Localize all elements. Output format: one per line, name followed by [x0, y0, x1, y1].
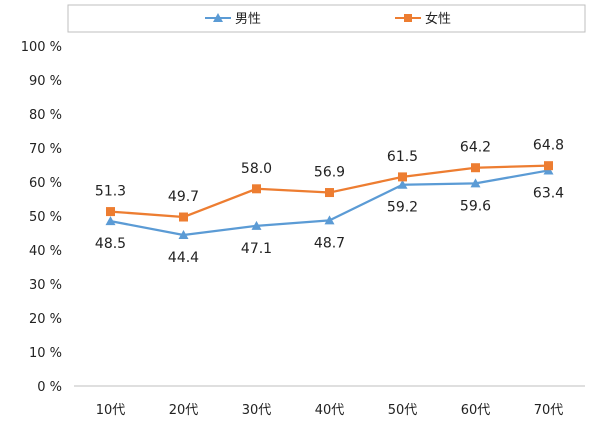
- y-tick-label: 20 %: [29, 312, 62, 327]
- x-tick-label: 40代: [315, 403, 345, 418]
- y-tick-label: 80 %: [29, 108, 62, 123]
- data-label: 48.7: [314, 235, 345, 251]
- x-tick-label: 30代: [242, 403, 272, 418]
- data-point-square: [252, 184, 261, 194]
- data-label: 64.2: [460, 140, 491, 156]
- data-point-square: [471, 163, 480, 173]
- data-point-triangle: [324, 215, 335, 225]
- y-tick-label: 10 %: [29, 346, 62, 361]
- x-tick-label: 20代: [169, 403, 199, 418]
- data-point-triangle: [105, 216, 116, 226]
- legend-triangle-icon: [213, 13, 223, 22]
- legend-square-icon: [404, 14, 412, 22]
- data-point-square: [106, 207, 115, 217]
- data-point-square: [544, 161, 553, 171]
- data-point-square: [325, 188, 334, 198]
- data-label: 58.0: [241, 161, 272, 177]
- x-tick-label: 10代: [96, 403, 126, 418]
- y-tick-label: 60 %: [29, 176, 62, 191]
- data-point-square: [398, 172, 407, 182]
- data-label: 49.7: [168, 189, 199, 205]
- legend-box: [67, 4, 586, 33]
- y-tick-label: 70 %: [29, 142, 62, 157]
- data-label: 48.5: [95, 236, 126, 252]
- x-tick-label: 70代: [534, 403, 564, 418]
- data-label: 59.6: [460, 198, 491, 214]
- y-tick-label: 0 %: [37, 380, 62, 395]
- y-tick-label: 50 %: [29, 210, 62, 225]
- data-label: 63.4: [533, 185, 564, 201]
- y-tick-label: 90 %: [29, 74, 62, 89]
- legend-label-1: 女性: [425, 11, 451, 27]
- y-tick-label: 40 %: [29, 244, 62, 259]
- y-tick-label: 100 %: [21, 40, 62, 55]
- data-label: 61.5: [387, 149, 418, 165]
- data-label: 59.2: [387, 200, 418, 216]
- data-label: 56.9: [314, 165, 345, 181]
- data-point-triangle: [251, 220, 262, 230]
- data-label: 44.4: [168, 250, 199, 266]
- x-tick-label: 60代: [461, 403, 491, 418]
- legend-label-0: 男性: [235, 12, 261, 27]
- data-label: 47.1: [241, 241, 272, 257]
- x-tick-label: 50代: [388, 403, 418, 418]
- data-label: 51.3: [95, 184, 126, 200]
- data-label: 64.8: [533, 138, 564, 154]
- data-point-triangle: [470, 178, 481, 188]
- data-point-triangle: [178, 230, 189, 240]
- y-tick-label: 30 %: [29, 278, 62, 293]
- data-point-triangle: [397, 179, 408, 189]
- data-point-square: [179, 212, 188, 222]
